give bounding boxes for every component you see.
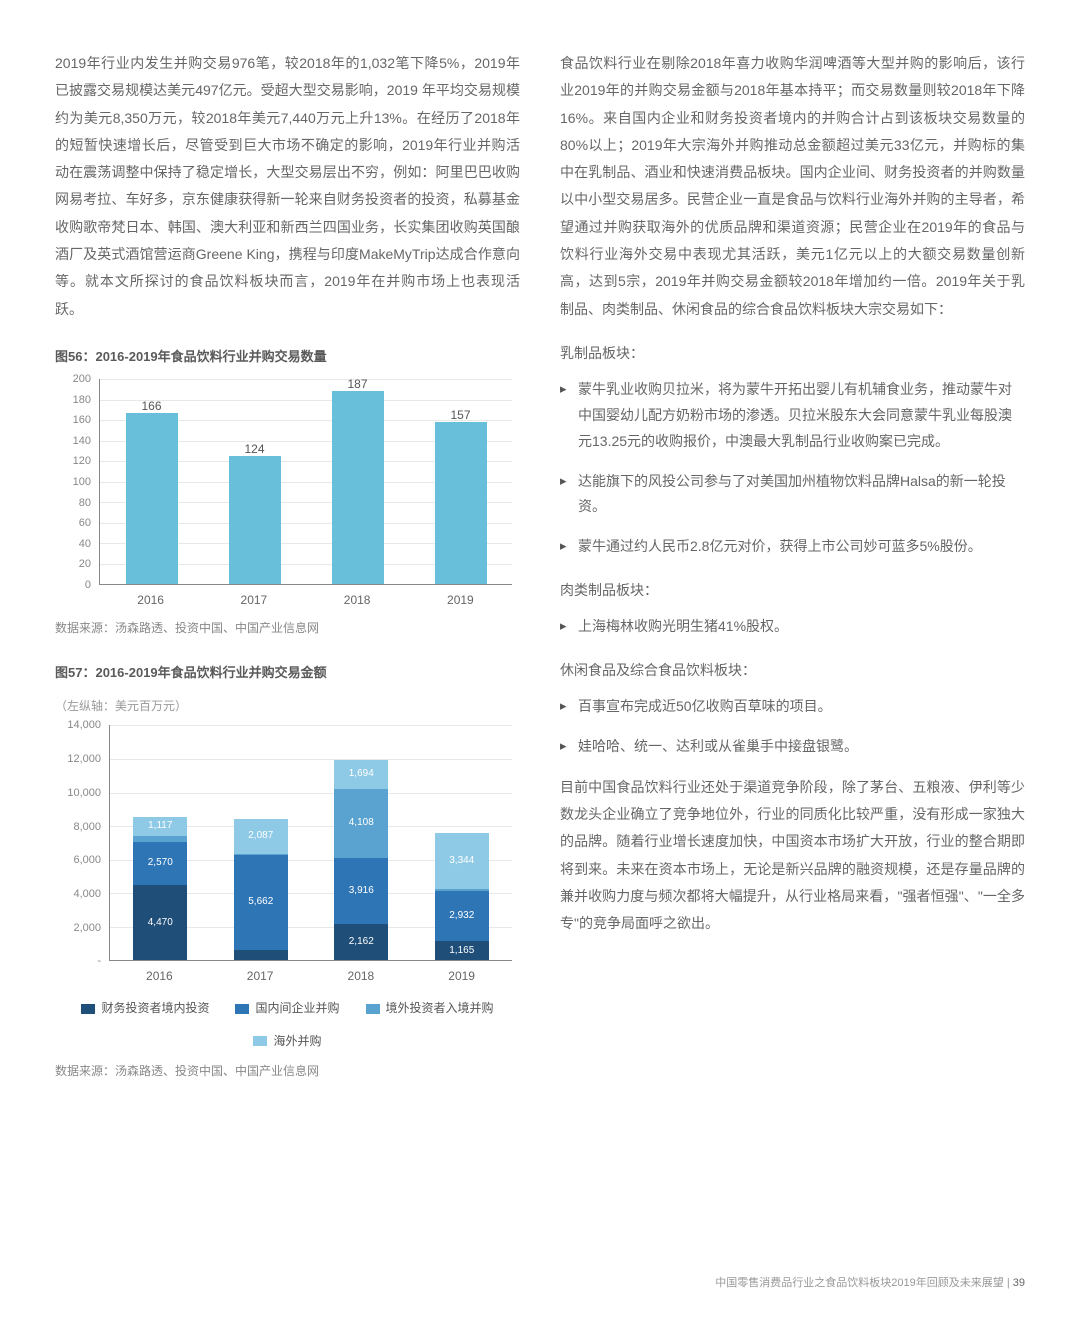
snack-heading: 休闲食品及综合食品饮料板块： <box>560 658 1025 684</box>
right-para-2: 目前中国食品饮料行业还处于渠道竞争阶段，除了茅台、五粮液、伊利等少数龙头企业确立… <box>560 774 1025 938</box>
list-item: 蒙牛乳业收购贝拉米，将为蒙牛开拓出婴儿有机辅食业务，推动蒙牛对中国婴幼儿配方奶粉… <box>560 377 1025 455</box>
list-item: 百事宣布完成近50亿收购百草味的项目。 <box>560 694 1025 720</box>
list-item: 蒙牛通过约人民币2.8亿元对价，获得上市公司妙可蓝多5%股份。 <box>560 534 1025 560</box>
left-para-1: 2019年行业内发生并购交易976笔，较2018年的1,032笔下降5%，201… <box>55 50 520 323</box>
fig57-source: 数据来源：汤森路透、投资中国、中国产业信息网 <box>55 1060 520 1082</box>
fig57-title: 图57：2016-2019年食品饮料行业并购交易金额 <box>55 661 520 685</box>
right-para-1: 食品饮料行业在剔除2018年喜力收购华润啤酒等大型并购的影响后，该行业2019年… <box>560 50 1025 323</box>
legend-item: 国内间企业并购 <box>235 997 339 1019</box>
meat-list: 上海梅林收购光明生猪41%股权。 <box>560 614 1025 640</box>
footer-text: 中国零售消费品行业之食品饮料板块2019年回顾及未来展望 <box>715 1277 1003 1289</box>
page-footer: 中国零售消费品行业之食品饮料板块2019年回顾及未来展望 | 39 <box>715 1273 1025 1293</box>
snack-list: 百事宣布完成近50亿收购百草味的项目。娃哈哈、统一、达利或从雀巢手中接盘银鹭。 <box>560 694 1025 760</box>
list-item: 达能旗下的风投公司参与了对美国加州植物饮料品牌Halsa的新一轮投资。 <box>560 469 1025 521</box>
legend-item: 财务投资者境内投资 <box>81 997 209 1019</box>
dairy-heading: 乳制品板块： <box>560 341 1025 367</box>
fig57-subtitle: （左纵轴：美元百万元） <box>55 695 520 717</box>
dairy-list: 蒙牛乳业收购贝拉米，将为蒙牛开拓出婴儿有机辅食业务，推动蒙牛对中国婴幼儿配方奶粉… <box>560 377 1025 560</box>
legend-item: 境外投资者入境并购 <box>366 997 494 1019</box>
list-item: 娃哈哈、统一、达利或从雀巢手中接盘银鹭。 <box>560 734 1025 760</box>
meat-heading: 肉类制品板块： <box>560 578 1025 604</box>
fig57-legend: 财务投资者境内投资 国内间企业并购 境外投资者入境并购海外并购 <box>55 997 520 1051</box>
fig56-chart: 0204060801001201401601802001661241871572… <box>55 379 520 609</box>
left-column: 2019年行业内发生并购交易976笔，较2018年的1,032笔下降5%，201… <box>55 50 520 1098</box>
page-number: 39 <box>1013 1277 1025 1289</box>
right-column: 食品饮料行业在剔除2018年喜力收购华润啤酒等大型并购的影响后，该行业2019年… <box>560 50 1025 1098</box>
two-column-layout: 2019年行业内发生并购交易976笔，较2018年的1,032笔下降5%，201… <box>55 50 1025 1098</box>
fig56-title: 图56：2016-2019年食品饮料行业并购交易数量 <box>55 345 520 369</box>
fig56-source: 数据来源：汤森路透、投资中国、中国产业信息网 <box>55 617 520 639</box>
list-item: 上海梅林收购光明生猪41%股权。 <box>560 614 1025 640</box>
fig57-chart: -2,0004,0006,0008,00010,00012,00014,0004… <box>55 725 520 985</box>
legend-item: 海外并购 <box>253 1030 321 1052</box>
